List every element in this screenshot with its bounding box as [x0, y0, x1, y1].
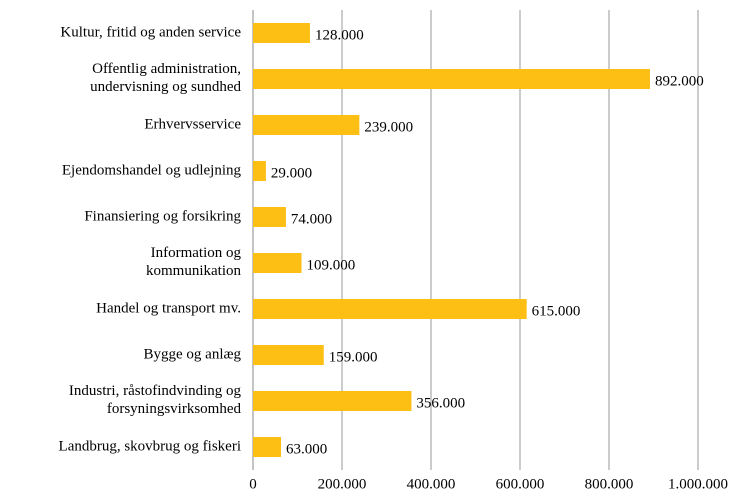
y-tick-label: Ejendomshandel og udlejning — [62, 162, 242, 178]
value-label: 29.000 — [271, 165, 312, 181]
label-line: Offentlig administration, — [92, 61, 241, 77]
x-tick-label: 800.000 — [585, 476, 634, 492]
bar — [253, 207, 286, 227]
bar — [253, 253, 302, 273]
x-tick-label: 600.000 — [496, 476, 545, 492]
x-tick-label: 200.000 — [318, 476, 367, 492]
value-label: 239.000 — [364, 119, 413, 135]
label-line: kommunikation — [146, 263, 241, 279]
bar — [253, 115, 360, 135]
value-label: 892.000 — [655, 73, 704, 89]
bar — [253, 161, 266, 181]
value-label: 74.000 — [291, 211, 332, 227]
y-tick-label: Finansiering og forsikring — [84, 208, 241, 224]
value-label: 356.000 — [416, 395, 465, 411]
label-line: Industri, råstofindvinding og — [69, 383, 242, 399]
value-label: 63.000 — [286, 441, 327, 457]
value-label: 159.000 — [329, 349, 378, 365]
y-tick-label: Handel og transport mv. — [96, 300, 241, 316]
y-tick-label: Erhvervsservice — [144, 116, 241, 132]
value-label: 615.000 — [532, 303, 581, 319]
value-label: 128.000 — [315, 27, 364, 43]
bar — [253, 69, 650, 89]
y-tick-label: Kultur, fritid og anden service — [60, 24, 241, 40]
y-tick-label: Landbrug, skovbrug og fiskeri — [59, 438, 241, 454]
label-line: forsyningsvirksomhed — [107, 401, 242, 417]
bar — [253, 345, 324, 365]
value-label: 109.000 — [307, 257, 356, 273]
label-line: Information og — [151, 245, 242, 261]
x-tick-label: 400.000 — [407, 476, 456, 492]
y-tick-label: Industri, råstofindvinding og forsyningsv… — [69, 383, 242, 417]
x-tick-label: 0 — [249, 476, 257, 492]
y-tick-label: Information og kommunikation — [146, 245, 241, 279]
bar — [253, 437, 282, 457]
bar — [253, 391, 412, 411]
bar — [253, 299, 527, 319]
x-tick-label: 1.000.000 — [668, 476, 728, 492]
y-tick-label: Offentlig administration, undervisning og… — [90, 61, 241, 95]
y-tick-label: Bygge og anlæg — [144, 346, 242, 362]
bar — [253, 23, 310, 43]
label-line: undervisning og sundhed — [90, 79, 241, 95]
